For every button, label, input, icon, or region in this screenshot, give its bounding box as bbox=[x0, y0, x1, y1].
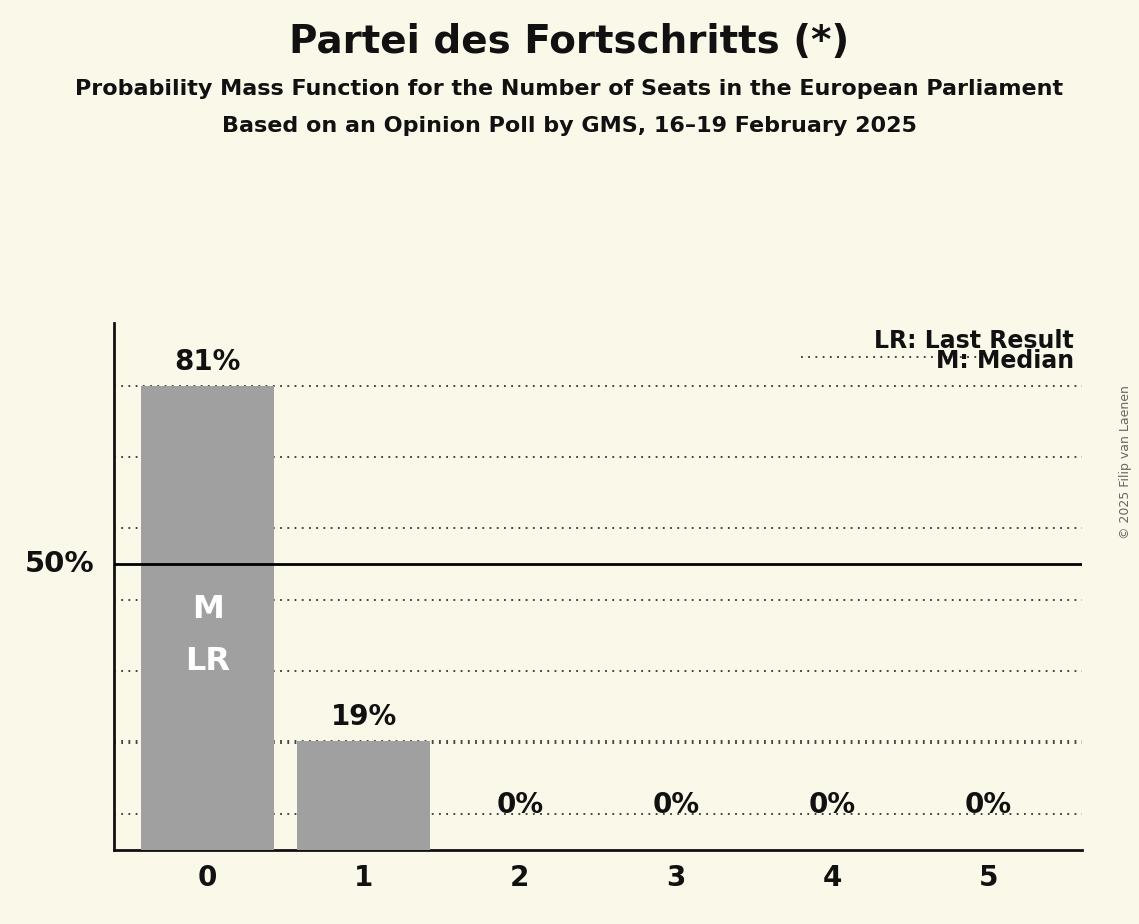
Bar bbox=[297, 741, 431, 850]
Text: M: Median: M: Median bbox=[936, 349, 1074, 373]
Text: 50%: 50% bbox=[25, 550, 95, 578]
Text: Probability Mass Function for the Number of Seats in the European Parliament: Probability Mass Function for the Number… bbox=[75, 79, 1064, 99]
Text: 0%: 0% bbox=[965, 791, 1011, 819]
Text: M: M bbox=[191, 594, 223, 626]
Text: LR: LR bbox=[186, 646, 230, 676]
Text: LR: Last Result: LR: Last Result bbox=[875, 329, 1074, 353]
Text: 0%: 0% bbox=[497, 791, 543, 819]
Bar bbox=[141, 386, 274, 850]
Text: 0%: 0% bbox=[809, 791, 855, 819]
Text: © 2025 Filip van Laenen: © 2025 Filip van Laenen bbox=[1118, 385, 1132, 539]
Text: Based on an Opinion Poll by GMS, 16–19 February 2025: Based on an Opinion Poll by GMS, 16–19 F… bbox=[222, 116, 917, 136]
Text: Partei des Fortschritts (*): Partei des Fortschritts (*) bbox=[289, 23, 850, 61]
Text: 19%: 19% bbox=[330, 703, 396, 731]
Text: 81%: 81% bbox=[174, 348, 240, 376]
Text: 0%: 0% bbox=[653, 791, 699, 819]
